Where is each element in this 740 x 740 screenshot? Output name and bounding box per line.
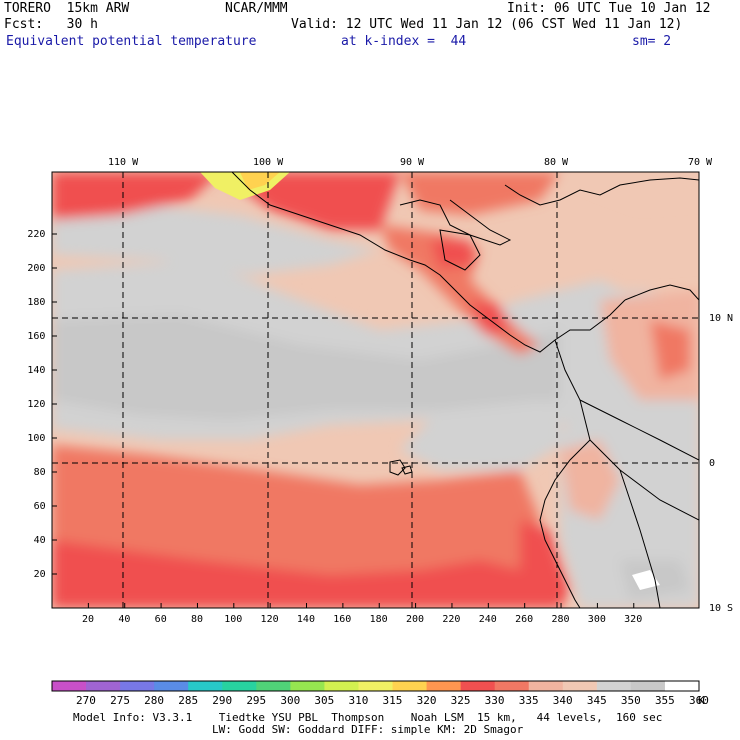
colorbar-level: 355 [654,694,675,707]
valid-time: Valid: 12 UTC Wed 11 Jan 12 (06 CST Wed … [291,17,683,32]
colorbar-swatch [154,681,189,691]
grid-y-label: 60 [33,501,46,512]
init-time: Init: 06 UTC Tue 10 Jan 12 [507,1,711,16]
colorbar-level: 295 [246,694,267,707]
colorbar-level: 310 [348,694,369,707]
grid-y-label: 160 [27,331,46,342]
warm-core-inner [240,172,280,190]
colorbar-swatch [460,681,496,691]
grid-y-label: 40 [33,535,46,546]
colorbar-frame [51,680,700,692]
colorbar-swatch [562,681,598,691]
grid-x-label: 60 [154,614,167,625]
colorbar-swatch [120,681,155,691]
lat-label-10s: 10 S [709,603,734,614]
grid-x-label: 100 [224,614,243,625]
colorbar-swatch [426,681,462,691]
model-info: Model Info: V3.3.1 Tiedtke YSU PBL Thomp… [73,711,663,724]
grid-x-label: 140 [296,614,315,625]
colorbar-swatch [290,681,325,691]
colorbar-swatch [392,681,428,691]
colorbar-level: 270 [76,694,96,707]
colorbar-level: 340 [552,694,573,707]
grid-x-label: 120 [260,614,279,625]
colorbar-level: 315 [382,694,403,707]
colorbar-level: 280 [144,694,165,707]
coastlines [231,172,699,608]
grid-x-label: 20 [81,614,94,625]
model-name: TORERO 15km ARW [4,1,130,16]
colorbar-swatch [188,681,223,691]
grid-x-label: 260 [515,614,534,625]
grid-y-label: 140 [27,365,46,376]
grid-x-label: 80 [191,614,204,625]
colorbar-swatch [256,681,291,691]
colorbar-swatch [494,681,530,691]
grid-y-label: 200 [27,263,46,274]
grid-x-label: 200 [406,614,425,625]
graticule [52,172,699,608]
colorbar-level: 325 [450,694,471,707]
colorbar-swatch [222,681,257,691]
grid-y-label: 20 [33,569,46,580]
colorbar-level: 320 [416,694,437,707]
map-frame [51,171,700,609]
colorbar-level: 345 [586,694,607,707]
grid-y-label: 180 [27,297,46,308]
colorbar-level: 305 [314,694,335,707]
colorbar-swatch [52,681,87,691]
grid-y-label: 120 [27,399,46,410]
lat-label-0: 0 [709,458,716,469]
colorbar-unit: K [698,694,705,707]
physics-info: LW: Godd SW: Goddard DIFF: simple KM: 2D… [212,723,524,736]
grid-x-label: 280 [551,614,570,625]
colorbar-swatch [528,681,564,691]
colorbar-swatch [664,681,700,691]
lon-label-80w: 80 W [544,157,569,168]
theta-e-field [52,172,699,608]
grid-x-label: 180 [369,614,388,625]
grid-x-label: 320 [624,614,643,625]
colorbar-swatch [324,681,359,691]
grid-y-label: 100 [27,433,46,444]
colorbar-swatch [358,681,394,691]
lon-label-100w: 100 W [253,157,284,168]
grid-y-label: 80 [33,467,46,478]
field-name: Equivalent potential temperature [6,34,257,49]
axis-ticks [52,233,635,608]
colorbar-swatch [630,681,666,691]
colorbar-level: 275 [110,694,130,707]
lon-label-70w: 70 W [688,157,713,168]
colorbar-level: 290 [212,694,233,707]
colorbar-swatch [86,681,121,691]
smoothing: sm= 2 [632,34,672,49]
colorbar-swatch [596,681,632,691]
forecast-hour: Fcst: 30 h [4,17,98,32]
colorbar-level: 335 [518,694,539,707]
grid-x-label: 160 [333,614,352,625]
colorbar-level: 285 [178,694,199,707]
colorbar-level: 350 [620,694,641,707]
lon-label-110w: 110 W [108,157,139,168]
colorbar [51,680,700,692]
grid-x-label: 300 [587,614,606,625]
organization: NCAR/MMM [225,1,288,16]
lon-label-90w: 90 W [400,157,425,168]
colorbar-level: 300 [280,694,301,707]
k-index: at k-index = 44 [341,34,467,49]
grid-x-label: 220 [442,614,461,625]
grid-y-label: 220 [27,229,46,240]
grid-x-label: 240 [478,614,497,625]
colorbar-level: 330 [484,694,505,707]
grid-x-label: 40 [118,614,131,625]
lat-label-10n: 10 N [709,313,734,324]
colorbar-level: 360 [689,694,709,707]
